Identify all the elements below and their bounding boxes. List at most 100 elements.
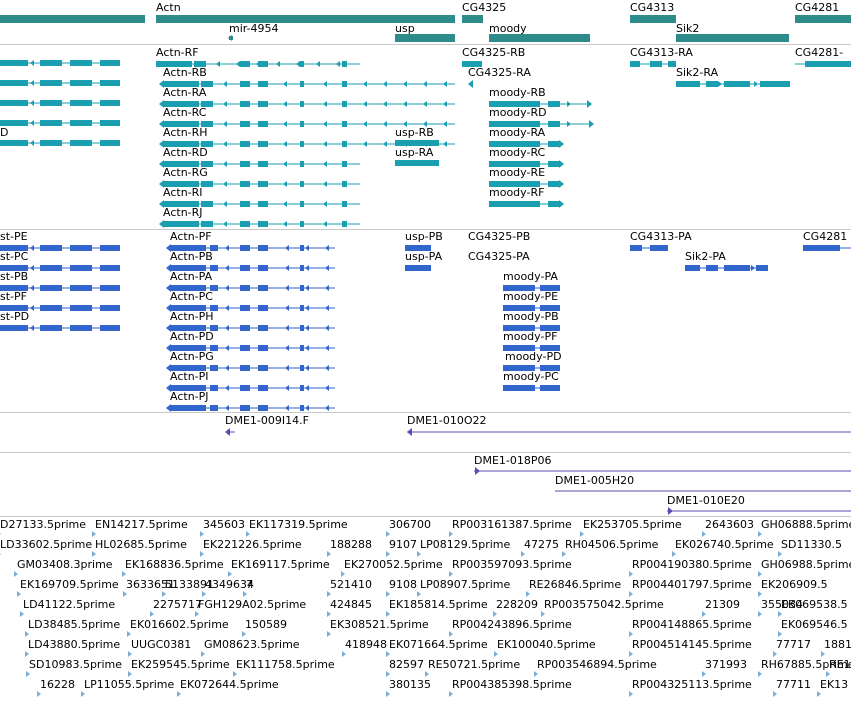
transcript-label[interactable]: Actn-RJ <box>163 206 203 219</box>
protein-actn-exon[interactable] <box>210 265 218 271</box>
est-feature-arrow[interactable] <box>580 531 584 537</box>
protein-actn-strand-arrow[interactable] <box>325 405 329 411</box>
est-label[interactable]: RE50721.5prime <box>428 658 521 671</box>
transcript-moody-exon[interactable] <box>489 101 540 107</box>
gene-glyph-moody[interactable] <box>489 34 590 42</box>
protein-label[interactable]: Actn-PF <box>170 230 212 243</box>
transcript-actn-end-arrow[interactable] <box>159 200 164 208</box>
transcript-actn-strand-arrow[interactable] <box>323 161 327 167</box>
est-feature-arrow[interactable] <box>521 551 525 557</box>
est-feature-arrow[interactable] <box>0 531 1 537</box>
est-label[interactable]: EK185814.5prime <box>389 598 488 611</box>
transcript-actn-end-arrow[interactable] <box>159 120 164 128</box>
transcript-actn-exon[interactable] <box>240 81 250 87</box>
est-label[interactable]: EN14217.5prime <box>95 518 188 531</box>
protein-actn-strand-arrow[interactable] <box>225 305 229 311</box>
transcript-actn-strand-arrow[interactable] <box>223 161 227 167</box>
protein-actn-strand-arrow[interactable] <box>325 385 329 391</box>
est-label[interactable]: RP004325113.5prime <box>632 678 752 691</box>
transcript-actn-strand-arrow[interactable] <box>423 121 427 127</box>
est-label[interactable]: 9107 <box>389 538 417 551</box>
est-feature-arrow[interactable] <box>386 611 390 617</box>
protein-actn-strand-arrow[interactable] <box>285 265 289 271</box>
protein-actn-exon[interactable] <box>240 265 250 271</box>
est-label[interactable]: 418948 <box>345 638 387 651</box>
protein-label[interactable]: Actn-PC <box>170 290 213 303</box>
est-label[interactable]: EK117319.5prime <box>249 518 348 531</box>
est-feature-arrow[interactable] <box>81 691 85 697</box>
protein-label[interactable]: CG4325-PA <box>468 250 530 263</box>
transcript-left-strand-arrow[interactable] <box>30 140 34 146</box>
protein-actn-strand-arrow[interactable] <box>305 385 309 391</box>
protein-actn-strand-arrow[interactable] <box>285 245 289 251</box>
transcript-actn-end-arrow[interactable] <box>159 100 164 108</box>
transcript-actn-exon[interactable] <box>163 121 199 127</box>
protein-left-exon[interactable] <box>40 305 62 311</box>
gene-label-usp[interactable]: usp <box>395 22 415 35</box>
protein-actn-exon[interactable] <box>258 265 268 271</box>
protein-moody-exon[interactable] <box>540 285 560 291</box>
transcript-actn-strand-arrow[interactable] <box>283 141 287 147</box>
est-feature-arrow[interactable] <box>773 651 777 657</box>
transcript-actn-strand-arrow[interactable] <box>223 81 227 87</box>
est-label[interactable]: EK308521.5prime <box>330 618 429 631</box>
protein-actn-exon[interactable] <box>240 285 250 291</box>
protein-sik2-pa-exon[interactable] <box>685 265 700 271</box>
transcript-usp-ra[interactable] <box>395 160 439 166</box>
est-label[interactable]: RE1 <box>829 658 851 671</box>
transcript-actn-exon[interactable] <box>201 221 213 227</box>
transcript-left-exon[interactable] <box>70 140 92 146</box>
protein-actn-exon[interactable] <box>170 265 206 271</box>
protein-actn-strand-arrow[interactable] <box>325 305 329 311</box>
est-feature-arrow[interactable] <box>702 531 706 537</box>
protein-actn-exon[interactable] <box>300 365 304 371</box>
protein-actn-exon[interactable] <box>170 405 206 411</box>
transcript-actn-end-arrow[interactable] <box>159 220 164 228</box>
protein-actn-exon[interactable] <box>240 345 250 351</box>
protein-actn-exon[interactable] <box>240 385 250 391</box>
transcript-moody-end-arrow[interactable] <box>587 100 592 108</box>
est-feature-arrow[interactable] <box>629 591 633 597</box>
protein-label[interactable]: Actn-PB <box>170 250 213 263</box>
clone-dme1-009i14f-arrow[interactable] <box>225 428 230 436</box>
protein-label[interactable]: Actn-PI <box>170 370 209 383</box>
gene-label-cg4313[interactable]: CG4313 <box>630 1 675 14</box>
protein-left-exon[interactable] <box>40 285 62 291</box>
protein-label[interactable]: st-PD <box>0 310 30 323</box>
transcript-usp-rb[interactable] <box>395 140 439 146</box>
est-label[interactable]: 2275717 <box>153 598 202 611</box>
protein-actn-strand-arrow[interactable] <box>285 285 289 291</box>
transcript-actn-exon[interactable] <box>163 101 199 107</box>
est-feature-arrow[interactable] <box>233 671 237 677</box>
protein-actn-exon[interactable] <box>240 365 250 371</box>
transcript-label[interactable]: Actn-RF <box>156 46 199 59</box>
transcript-actn-exon[interactable] <box>163 141 199 147</box>
est-feature-arrow[interactable] <box>195 611 199 617</box>
transcript-actn-strand-arrow[interactable] <box>323 221 327 227</box>
transcript-actn-strand-arrow[interactable] <box>383 101 387 107</box>
est-feature-arrow[interactable] <box>92 531 96 537</box>
protein-actn-strand-arrow[interactable] <box>225 245 229 251</box>
transcript-actn-exon[interactable] <box>342 201 347 207</box>
est-label[interactable]: 7 <box>246 578 253 591</box>
est-feature-arrow[interactable] <box>526 591 530 597</box>
transcript-actn-strand-arrow[interactable] <box>283 201 287 207</box>
protein-actn-exon[interactable] <box>258 365 268 371</box>
protein-actn-exon[interactable] <box>170 385 206 391</box>
protein-actn-strand-arrow[interactable] <box>285 305 289 311</box>
est-feature-arrow[interactable] <box>26 671 30 677</box>
transcript-actn-end-arrow[interactable] <box>159 80 164 88</box>
est-feature-arrow[interactable] <box>778 551 782 557</box>
protein-cg4281-exon[interactable] <box>803 245 840 251</box>
protein-left-exon[interactable] <box>0 285 28 291</box>
protein-left-exon[interactable] <box>70 325 92 331</box>
est-label[interactable]: RP004401797.5prime <box>632 578 752 591</box>
transcript-left-exon[interactable] <box>70 60 92 66</box>
transcript-actn-strand-arrow[interactable] <box>383 81 387 87</box>
est-label[interactable]: 21309 <box>705 598 740 611</box>
transcript-left-exon[interactable] <box>40 60 62 66</box>
protein-left-exon[interactable] <box>100 305 120 311</box>
est-label[interactable]: LD38485.5prime <box>28 618 121 631</box>
est-feature-arrow[interactable] <box>534 671 538 677</box>
transcript-actn-exon[interactable] <box>201 121 213 127</box>
